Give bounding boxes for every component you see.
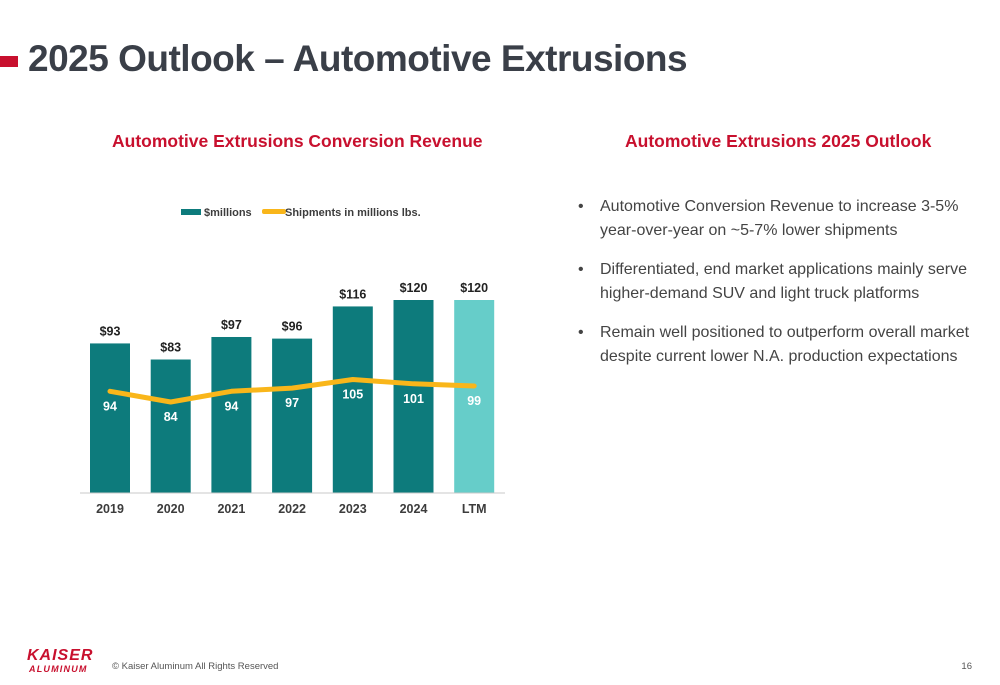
outlook-bullet-list: • Automotive Conversion Revenue to incre…: [578, 195, 978, 384]
outlook-bullet-text: Automotive Conversion Revenue to increas…: [600, 198, 959, 239]
bar: [150, 359, 191, 493]
kaiser-aluminum-logo: KAISER ALUMINUM: [27, 647, 101, 675]
bar: [272, 338, 313, 493]
line-value-label: 94: [103, 399, 117, 413]
legend-swatch-revenue: [181, 209, 201, 215]
bar: [90, 343, 130, 493]
logo-wordmark-top: KAISER: [27, 647, 94, 664]
copyright-notice: © Kaiser Aluminum All Rights Reserved: [112, 661, 279, 672]
legend-label-revenue: $millions: [204, 207, 252, 219]
chart-legend: $millions Shipments in millions lbs.: [181, 207, 421, 219]
outlook-bullet-text: Remain well positioned to outperform ove…: [600, 324, 970, 365]
outlook-bullet: • Remain well positioned to outperform o…: [578, 321, 978, 369]
line-value-label: 99: [467, 394, 481, 408]
page-title: 2025 Outlook – Automotive Extrusions: [28, 38, 688, 79]
revenue-shipments-chart: $millions Shipments in millions lbs. $93…: [80, 207, 505, 516]
logo-wordmark-bottom: ALUMINUM: [29, 664, 88, 674]
bar: [393, 300, 434, 493]
bar: [332, 306, 373, 493]
outlook-bullet-text: Differentiated, end market applications …: [600, 261, 967, 302]
bar: [454, 300, 495, 493]
bar-value-label: $120: [460, 281, 488, 295]
line-value-label: 105: [342, 388, 363, 402]
title-accent-bar: [0, 56, 18, 67]
outlook-bullet: • Differentiated, end market application…: [578, 258, 978, 306]
x-tick-label: 2019: [96, 502, 124, 516]
bar: [211, 336, 252, 493]
page-number: 16: [961, 661, 972, 672]
line-value-labels: 94 84 94 97 105 101 99: [103, 388, 481, 424]
x-axis-ticks: 2019 2020 2021 2022 2023 2024 LTM: [96, 502, 486, 516]
x-tick-label: 2022: [278, 502, 306, 516]
bar-value-labels: $93 $83 $97 $96 $116 $120 $120: [100, 281, 489, 355]
line-value-label: 84: [164, 410, 178, 424]
outlook-bullet: • Automotive Conversion Revenue to incre…: [578, 195, 978, 243]
chart-title: Automotive Extrusions Conversion Revenue: [112, 131, 483, 151]
bar-value-label: $116: [339, 287, 366, 301]
bar-value-label: $93: [100, 324, 121, 338]
bar-value-label: $96: [282, 320, 303, 334]
bullet-glyph: •: [578, 324, 584, 341]
bullet-glyph: •: [578, 261, 584, 278]
bar-series: [90, 300, 495, 493]
bar-value-label: $97: [221, 318, 242, 332]
legend-swatch-shipments: [262, 209, 286, 214]
line-value-label: 97: [285, 396, 299, 410]
line-value-label: 94: [224, 399, 238, 413]
x-tick-label: 2024: [400, 502, 428, 516]
bar-value-label: $120: [400, 281, 428, 295]
x-tick-label: 2020: [157, 502, 185, 516]
x-tick-label: LTM: [462, 502, 487, 516]
x-tick-label: 2021: [217, 502, 245, 516]
x-tick-label: 2023: [339, 502, 367, 516]
outlook-title: Automotive Extrusions 2025 Outlook: [625, 131, 932, 151]
legend-label-shipments: Shipments in millions lbs.: [285, 207, 421, 219]
bar-value-label: $83: [160, 341, 181, 355]
line-value-label: 101: [403, 392, 424, 406]
bullet-glyph: •: [578, 198, 584, 215]
shipments-line: [107, 377, 477, 405]
